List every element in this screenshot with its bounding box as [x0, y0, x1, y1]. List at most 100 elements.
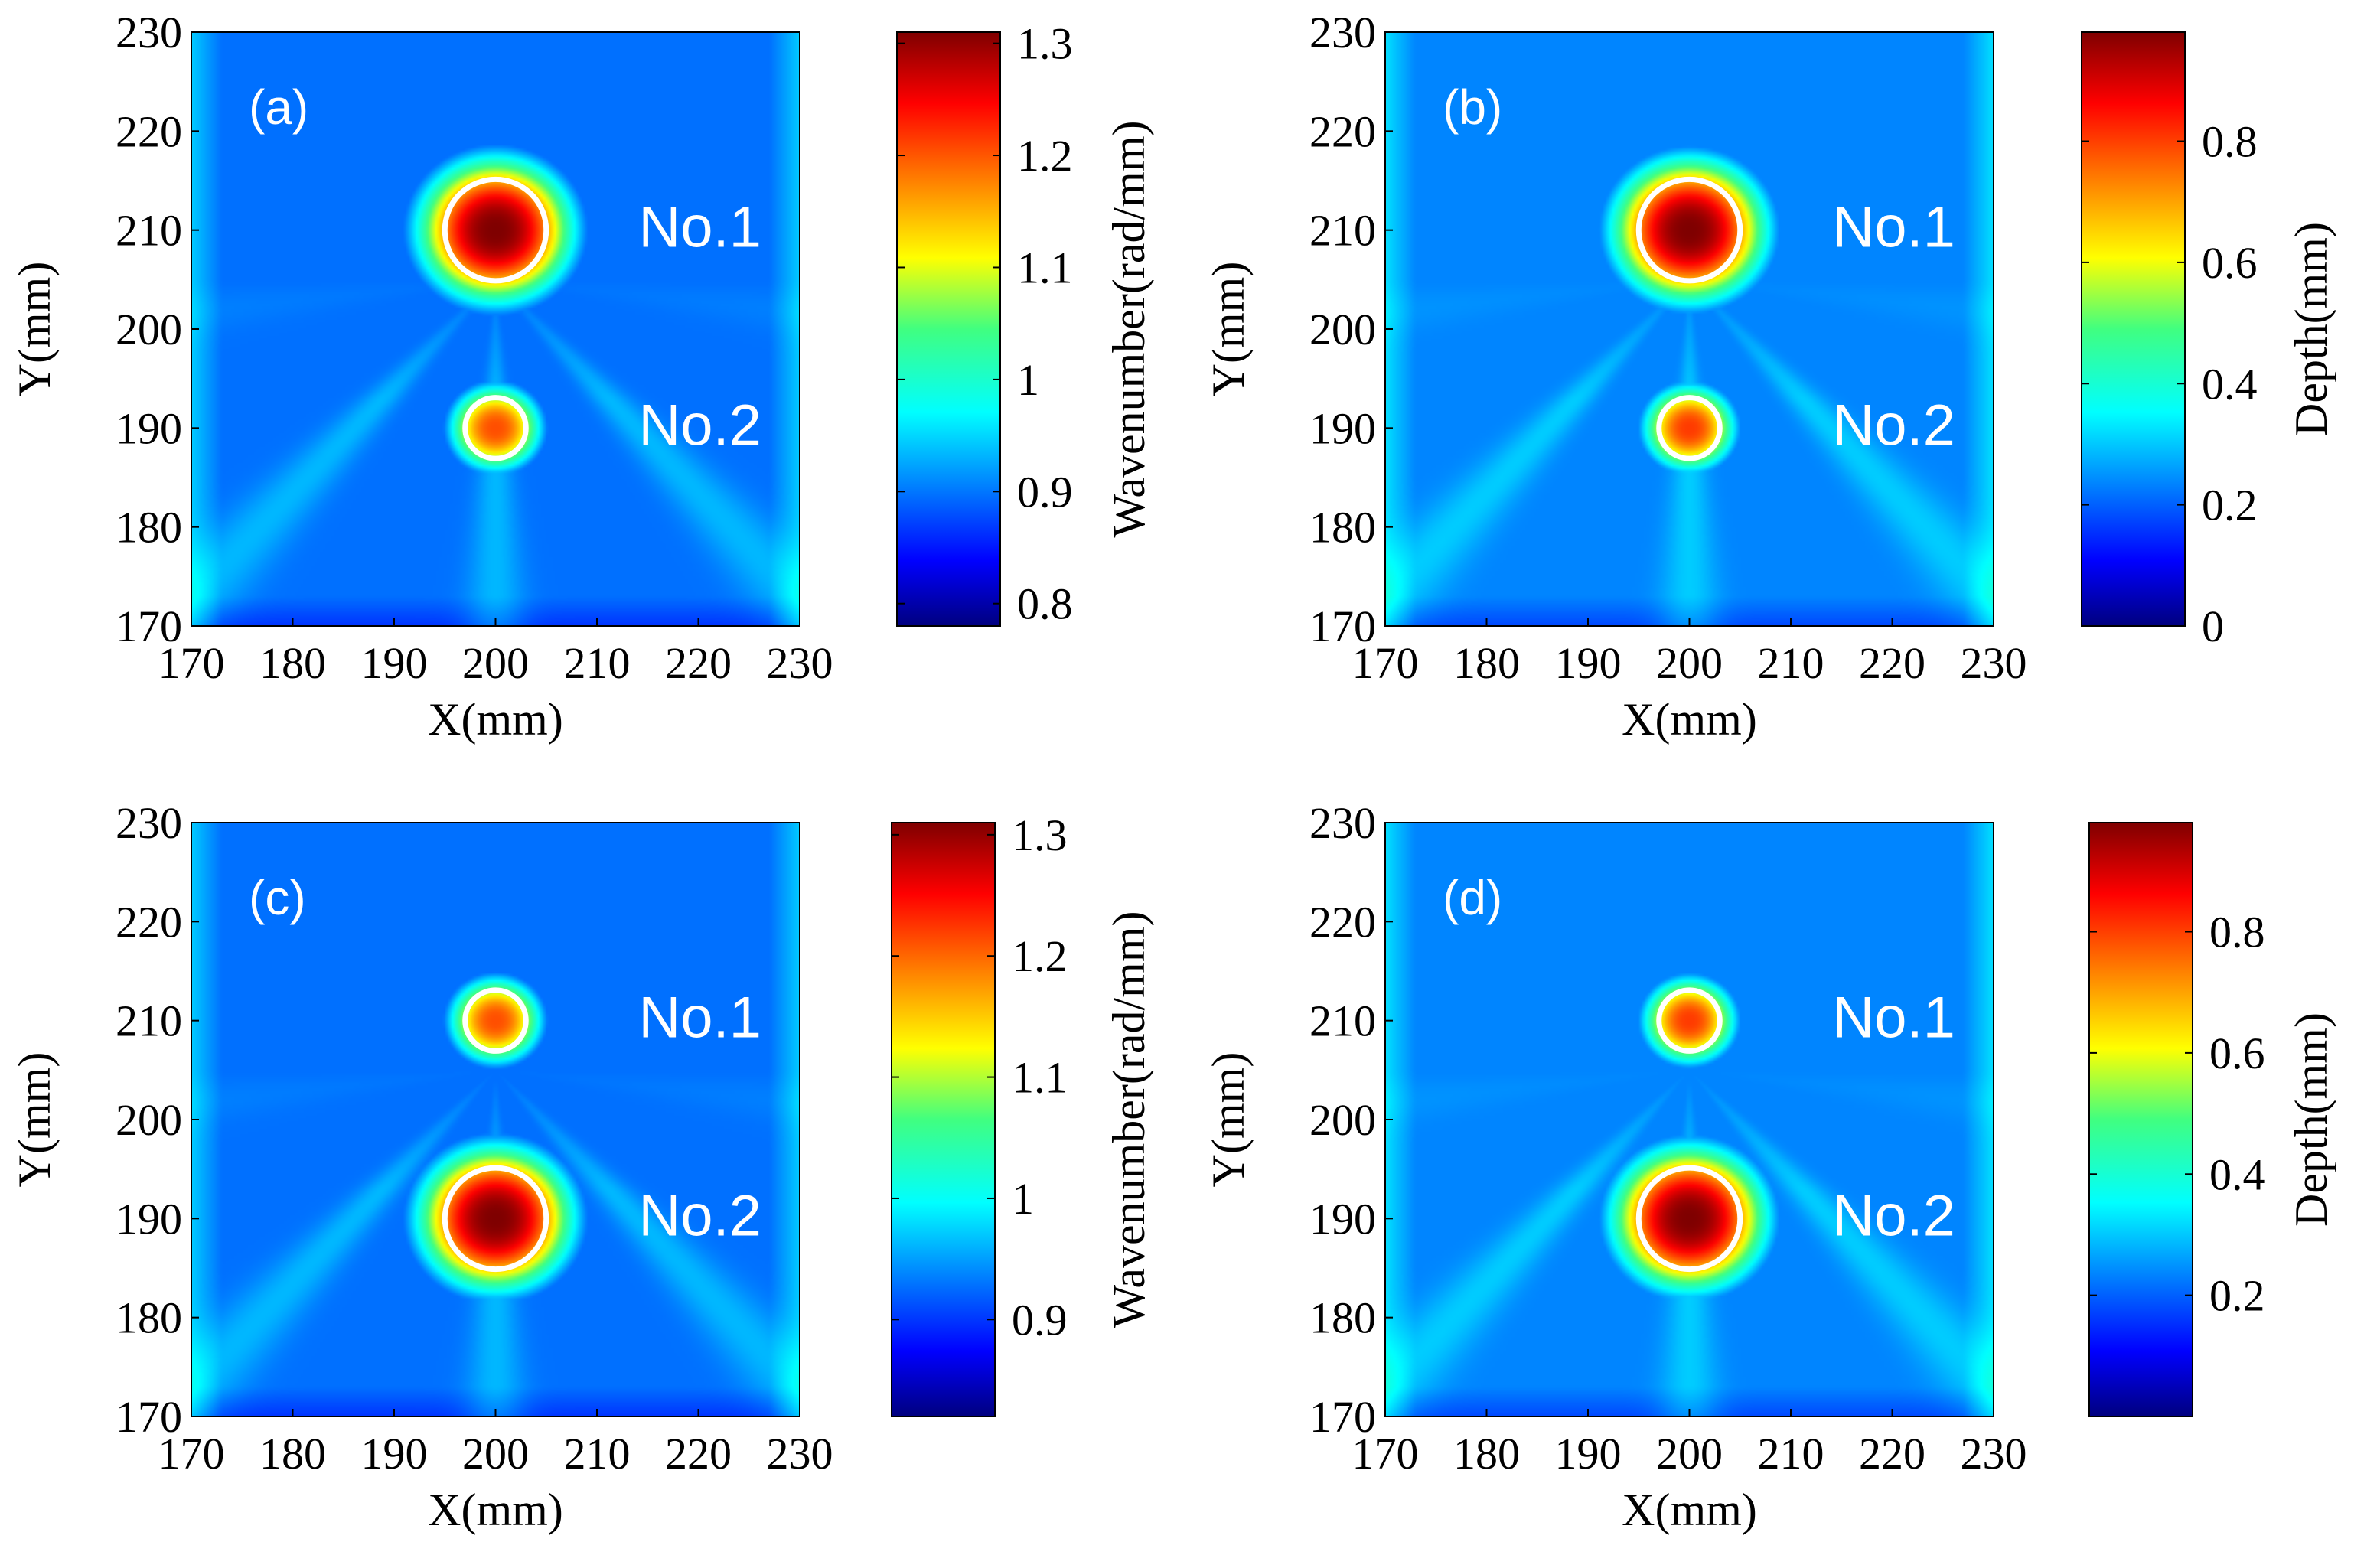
colorbar-tick-label: 0 — [2202, 601, 2224, 651]
y-tick-label: 210 — [1309, 996, 1376, 1046]
y-tick-label: 170 — [1309, 601, 1376, 651]
defect-circle — [462, 987, 529, 1054]
y-tick-label: 230 — [1309, 798, 1376, 848]
defect-circle — [442, 176, 549, 284]
colorbar-tick-label: 0.6 — [2209, 1028, 2265, 1078]
y-axis-label: Y(mm) — [1203, 1052, 1254, 1188]
y-tick-label: 220 — [116, 897, 182, 947]
y-tick-label: 230 — [116, 8, 182, 57]
y-axis-label: Y(mm) — [1203, 262, 1254, 397]
panel-c: 170 180 190 200 210 220 230 230 220 210 200 190 180 1… — [9, 798, 1154, 1535]
colorbar-tick-label: 1 — [1017, 355, 1039, 405]
heatmap-image — [1385, 32, 1994, 626]
colorbar-tick-label: 0.8 — [2209, 908, 2265, 957]
y-tick-label: 180 — [116, 503, 182, 553]
x-tick-label: 210 — [564, 638, 631, 688]
y-tick-label: 190 — [1309, 403, 1376, 453]
colorbar — [2088, 822, 2193, 1417]
colorbar-tick-label: 1.1 — [1017, 243, 1073, 292]
defect-label: No.2 — [638, 1183, 761, 1248]
y-tick-label: 210 — [116, 206, 182, 256]
x-tick-label: 180 — [259, 1429, 326, 1478]
x-tick-label: 200 — [462, 1429, 529, 1478]
colorbar-tick-label: 1.2 — [1012, 931, 1068, 981]
x-tick-label: 170 — [158, 1429, 225, 1478]
y-tick-label: 170 — [116, 601, 182, 651]
y-axis-label: Y(mm) — [9, 262, 60, 397]
panel-label: (a) — [249, 80, 308, 135]
y-tick-label: 220 — [1309, 897, 1376, 947]
x-tick-label: 230 — [767, 638, 833, 688]
defect-label: No.2 — [1832, 1183, 1955, 1248]
defect-circle — [442, 1165, 549, 1273]
panel-label: (b) — [1443, 80, 1502, 135]
x-tick-label: 200 — [1656, 638, 1723, 688]
y-tick-label: 170 — [1309, 1392, 1376, 1442]
y-tick-label: 180 — [1309, 1293, 1376, 1343]
panel-a: 170 180 190 200 210 220 230 230 220 210 200 190 180 1… — [9, 8, 1154, 745]
y-tick-label: 200 — [116, 1095, 182, 1145]
y-tick-label: 190 — [116, 403, 182, 453]
defect-label: No.1 — [638, 195, 761, 260]
defect-circle — [1656, 395, 1723, 461]
panel-label: (c) — [249, 870, 306, 925]
panel-b: 170 180 190 200 210 220 230 230 220 210 200 190 180 1… — [1203, 8, 2336, 745]
colorbar-label: Depth(mm) — [2286, 222, 2336, 436]
x-tick-label: 170 — [1352, 1429, 1419, 1478]
y-tick-label: 170 — [116, 1392, 182, 1442]
x-tick-label: 230 — [1961, 1429, 2027, 1478]
panel-d: 170 180 190 200 210 220 230 230 220 210 200 190 180 1… — [1203, 798, 2336, 1535]
defect-label: No.1 — [1832, 195, 1955, 260]
y-tick-label: 190 — [1309, 1194, 1376, 1244]
y-tick-label: 210 — [1309, 206, 1376, 256]
colorbar-tick-label: 1 — [1012, 1174, 1034, 1224]
x-tick-label: 190 — [1555, 638, 1622, 688]
y-tick-label: 220 — [116, 106, 182, 156]
y-tick-label: 230 — [1309, 8, 1376, 57]
y-tick-label: 200 — [1309, 1095, 1376, 1145]
colorbar — [891, 822, 996, 1417]
colorbar-tick-label: 0.2 — [2202, 481, 2258, 530]
y-tick-label: 200 — [116, 305, 182, 354]
y-tick-label: 180 — [1309, 503, 1376, 553]
x-tick-label: 220 — [665, 638, 732, 688]
x-tick-label: 180 — [1453, 1429, 1520, 1478]
x-tick-label: 180 — [1453, 638, 1520, 688]
colorbar-tick-label: 0.4 — [2202, 359, 2258, 409]
x-axis-label: X(mm) — [428, 1485, 563, 1535]
x-tick-label: 190 — [1555, 1429, 1622, 1478]
defect-circle — [1635, 1165, 1743, 1273]
defect-circle — [1656, 987, 1723, 1054]
colorbar-tick-label: 1.1 — [1012, 1053, 1068, 1103]
colorbar-label: Wavenumber(rad/mm) — [1104, 121, 1154, 538]
y-tick-label: 200 — [1309, 305, 1376, 354]
colorbar-tick-label: 0.9 — [1017, 467, 1073, 517]
colorbar-label: Wavenumber(rad/mm) — [1104, 911, 1154, 1328]
colorbar — [896, 31, 1001, 627]
x-tick-label: 170 — [1352, 638, 1419, 688]
y-tick-label: 210 — [116, 996, 182, 1046]
x-tick-label: 230 — [767, 1429, 833, 1478]
defect-label: No.2 — [638, 393, 761, 458]
x-tick-label: 230 — [1961, 638, 2027, 688]
x-tick-label: 210 — [1758, 638, 1824, 688]
heatmap-image — [191, 32, 800, 626]
x-tick-label: 220 — [665, 1429, 732, 1478]
x-tick-label: 210 — [564, 1429, 631, 1478]
x-tick-label: 200 — [462, 638, 529, 688]
x-axis-label: X(mm) — [428, 694, 563, 745]
colorbar-tick-label: 0.2 — [2209, 1271, 2265, 1321]
heatmap-image — [1385, 823, 1994, 1416]
y-tick-label: 180 — [116, 1293, 182, 1343]
x-tick-label: 220 — [1859, 1429, 1925, 1478]
x-tick-label: 190 — [361, 1429, 428, 1478]
colorbar — [2081, 31, 2186, 627]
panel-label: (d) — [1443, 870, 1502, 925]
x-tick-label: 220 — [1859, 638, 1925, 688]
x-tick-label: 180 — [259, 638, 326, 688]
colorbar-tick-label: 1.2 — [1017, 131, 1073, 181]
colorbar-tick-label: 1.3 — [1017, 19, 1073, 69]
x-tick-label: 200 — [1656, 1429, 1723, 1478]
x-tick-label: 210 — [1758, 1429, 1824, 1478]
